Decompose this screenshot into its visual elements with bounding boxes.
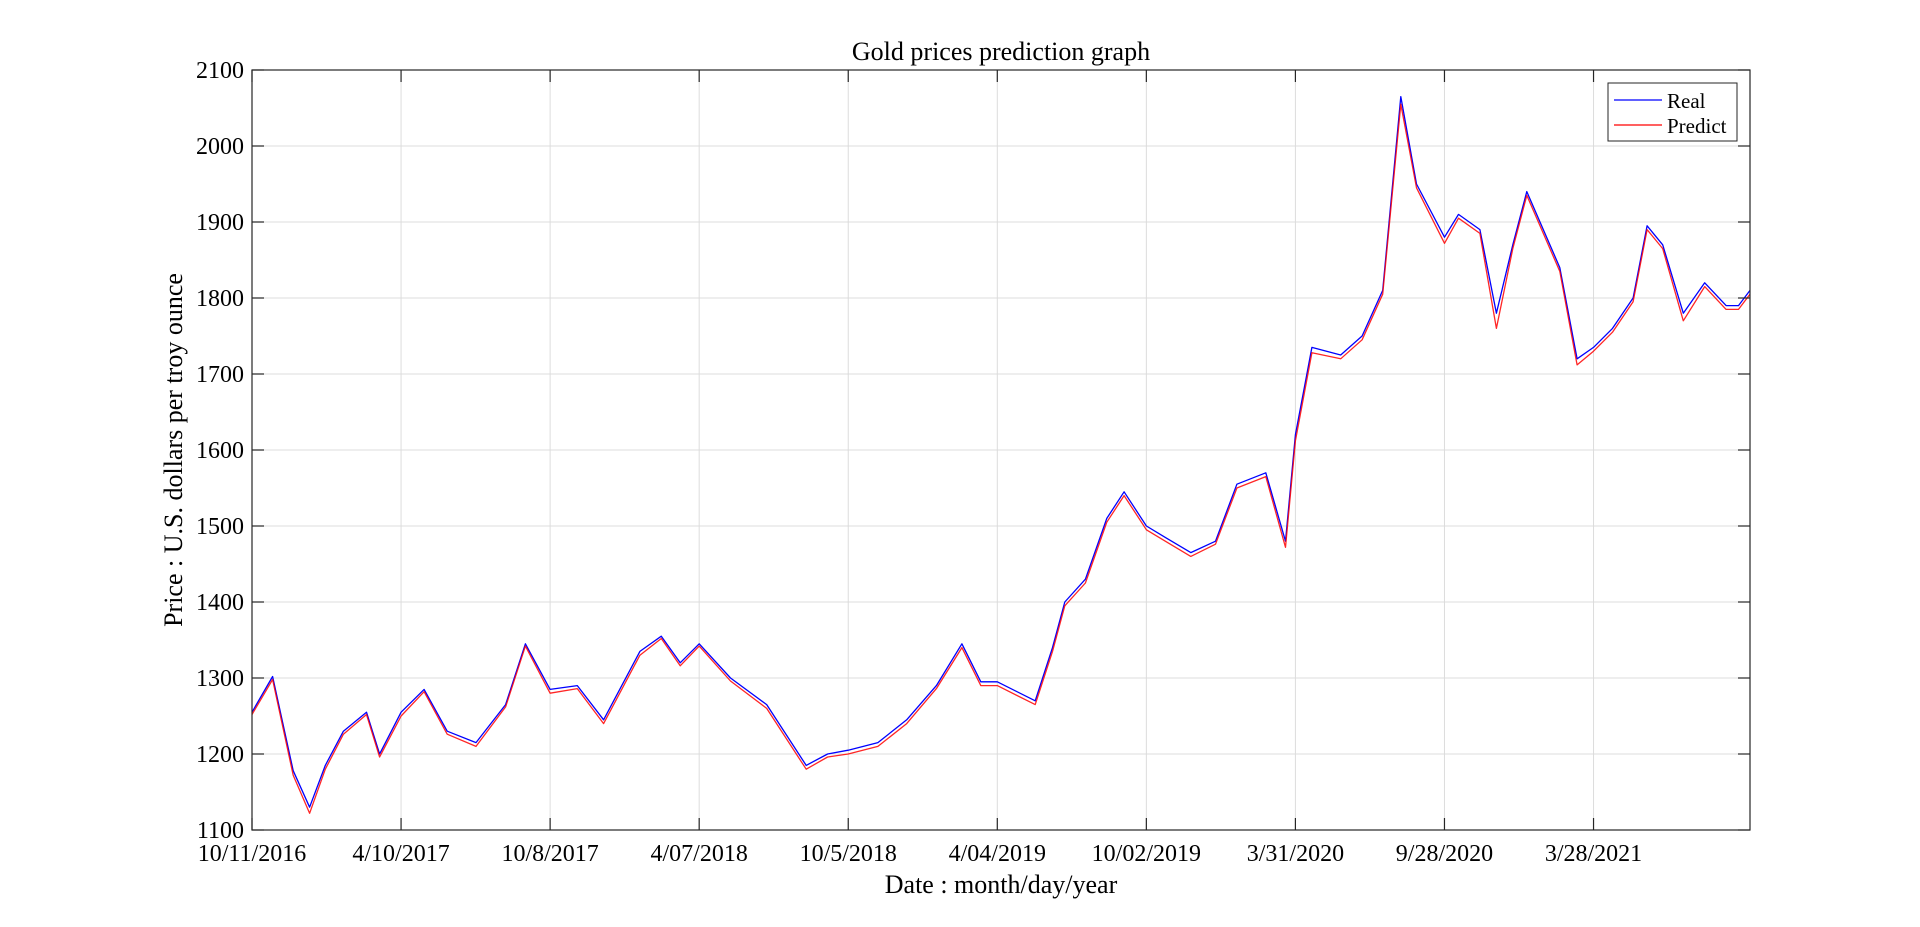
y-tick-label: 1200 [196, 742, 244, 768]
x-tick-label: 9/28/2020 [1396, 841, 1493, 867]
y-tick-label: 1800 [196, 286, 244, 312]
y-tick-label: 1300 [196, 666, 244, 692]
legend: Real Predict [1607, 82, 1738, 142]
x-tick-label: 4/10/2017 [352, 841, 449, 867]
x-axis: 10/11/2016 4/10/2017 10/8/2017 4/07/2018 10/… [198, 70, 1642, 867]
legend-box [1607, 82, 1738, 142]
y-tick-label: 1500 [196, 514, 244, 540]
x-tick-label: 3/31/2020 [1247, 841, 1344, 867]
x-tick-label: 10/8/2017 [501, 841, 598, 867]
plot-series [251, 95, 1751, 814]
x-axis-title: Date : month/day/year [885, 870, 1118, 899]
chart-title: Gold prices prediction graph [852, 37, 1150, 66]
x-tick-label: 10/5/2018 [800, 841, 897, 867]
y-tick-label: 1600 [196, 438, 244, 464]
y-tick-label: 1700 [196, 362, 244, 388]
x-tick-label: 4/07/2018 [651, 841, 748, 867]
series-line-predict [251, 103, 1751, 814]
y-tick-label: 2000 [196, 134, 244, 160]
y-tick-label: 1400 [196, 590, 244, 616]
y-axis-title: Price : U.S. dollars per troy ounce [159, 273, 188, 627]
y-tick-label: 1100 [197, 818, 244, 844]
y-tick-label: 2100 [196, 58, 244, 84]
legend-label-predict: Predict [1667, 114, 1727, 138]
x-tick-label: 4/04/2019 [949, 841, 1046, 867]
grid-lines [252, 70, 1750, 830]
y-tick-label: 1900 [196, 210, 244, 236]
x-tick-label: 10/11/2016 [198, 841, 306, 867]
x-tick-label: 3/28/2021 [1545, 841, 1642, 867]
x-tick-label: 10/02/2019 [1092, 841, 1201, 867]
legend-label-real: Real [1667, 89, 1706, 113]
series-line-real [251, 95, 1751, 808]
y-axis: 1100 1200 1300 1400 1500 1600 1700 1800 1900 2000… [196, 58, 1750, 844]
